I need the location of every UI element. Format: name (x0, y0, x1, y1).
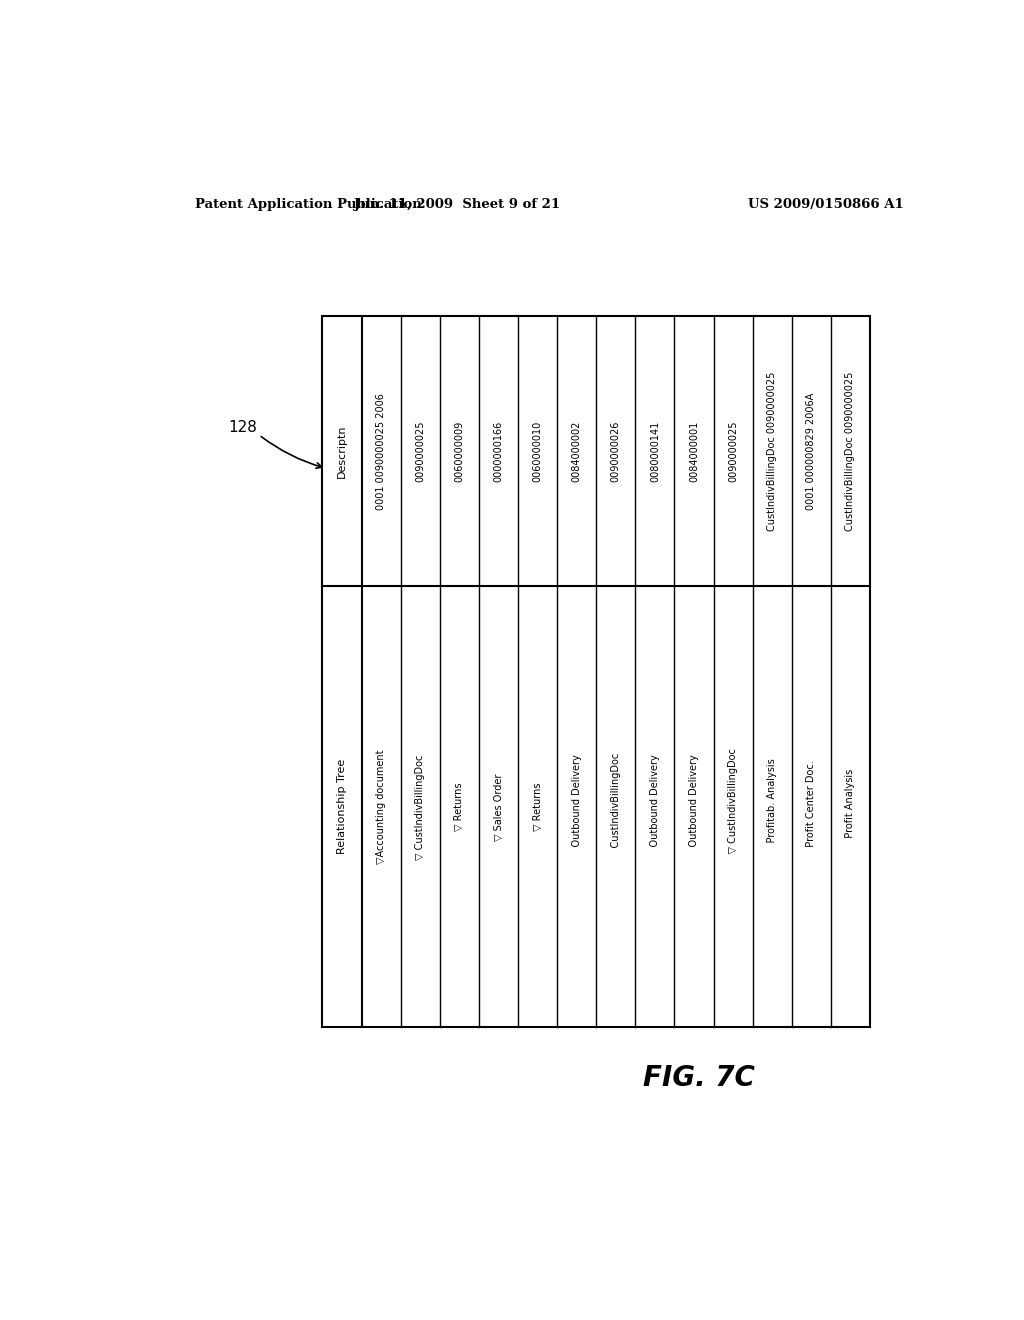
Text: FIG. 7C: FIG. 7C (643, 1064, 756, 1092)
Text: 0084000002: 0084000002 (571, 421, 582, 482)
Text: CustIndivBillingDoc 0090000025: CustIndivBillingDoc 0090000025 (767, 371, 777, 531)
Text: ▽ CustIndivBillingDoc: ▽ CustIndivBillingDoc (728, 748, 738, 866)
Text: ▽Accounting document: ▽Accounting document (376, 750, 386, 865)
Text: 0001 0090000025 2006: 0001 0090000025 2006 (376, 392, 386, 510)
Text: 128: 128 (228, 420, 257, 436)
Text: Profit Analysis: Profit Analysis (846, 770, 855, 845)
Text: Patent Application Publication: Patent Application Publication (196, 198, 422, 211)
Text: ▽ Returns: ▽ Returns (455, 783, 464, 832)
Bar (323, 315, 870, 1027)
Text: Outbound Delivery: Outbound Delivery (571, 755, 582, 859)
Text: 0000000166: 0000000166 (494, 421, 504, 482)
Text: 0080000141: 0080000141 (650, 421, 659, 482)
Text: US 2009/0150866 A1: US 2009/0150866 A1 (749, 198, 904, 211)
Text: ▽ Sales Order: ▽ Sales Order (494, 774, 504, 841)
Text: 0001 000000829 2006A: 0001 000000829 2006A (806, 392, 816, 510)
Text: CustIndivBillingDoc: CustIndivBillingDoc (610, 754, 621, 861)
Text: ▽ CustIndivBillingDoc: ▽ CustIndivBillingDoc (415, 754, 425, 859)
Text: Descriptn: Descriptn (337, 424, 347, 478)
Text: ▽ Returns: ▽ Returns (532, 783, 543, 832)
Text: 0084000001: 0084000001 (689, 421, 699, 482)
Text: Profit Center Doc.: Profit Center Doc. (806, 760, 816, 853)
Text: 0090000026: 0090000026 (610, 421, 621, 482)
Text: Profitab. Analysis: Profitab. Analysis (767, 759, 777, 855)
Text: CustIndivBillingDoc 0090000025: CustIndivBillingDoc 0090000025 (846, 371, 855, 531)
Text: Outbound Delivery: Outbound Delivery (689, 755, 699, 859)
Text: Jun. 11, 2009  Sheet 9 of 21: Jun. 11, 2009 Sheet 9 of 21 (354, 198, 560, 211)
Text: 0060000009: 0060000009 (455, 421, 464, 482)
Text: Outbound Delivery: Outbound Delivery (650, 755, 659, 859)
Text: 0090000025: 0090000025 (415, 420, 425, 482)
Text: 0090000025: 0090000025 (728, 420, 738, 482)
Text: Relationship Tree: Relationship Tree (337, 759, 347, 854)
Text: 0060000010: 0060000010 (532, 421, 543, 482)
